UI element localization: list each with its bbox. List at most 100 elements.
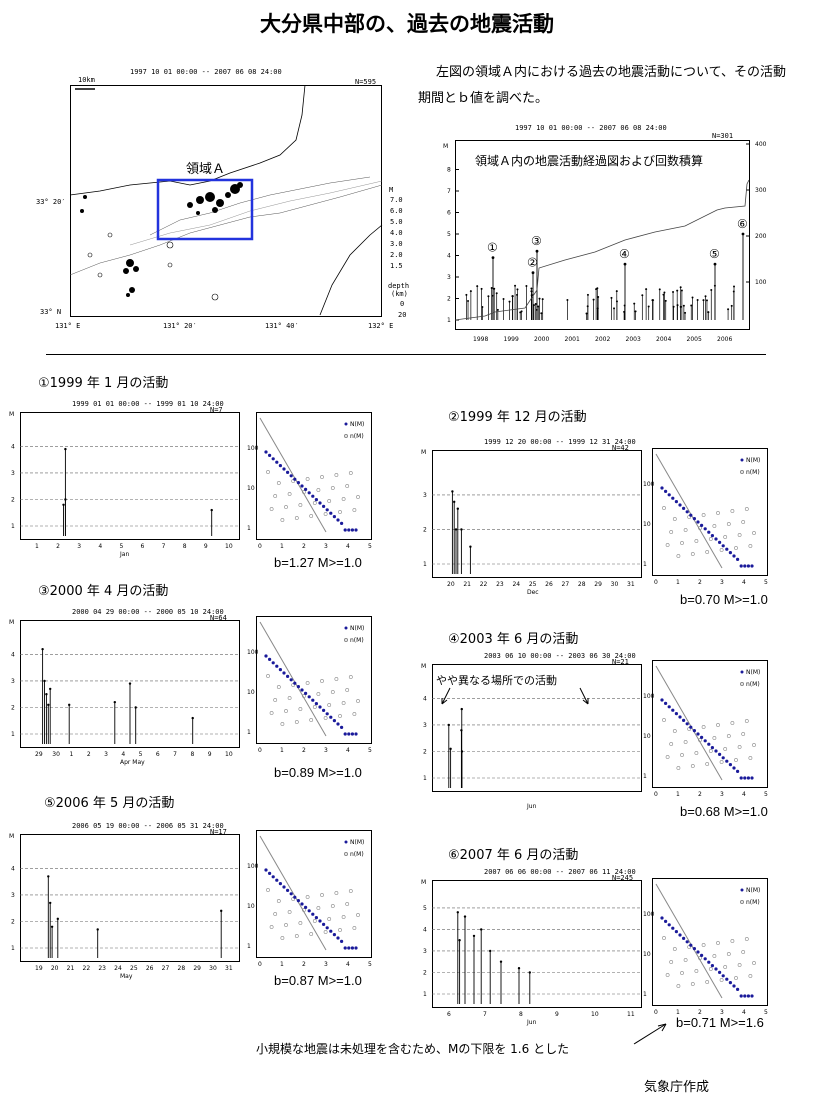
gr-count-dot — [662, 718, 666, 722]
panel-event-dot — [463, 915, 467, 918]
timeline-event-dot — [658, 288, 661, 291]
panel-xtick: 29 — [193, 965, 201, 972]
gr-cumulative-dot — [347, 528, 351, 532]
panel-ytick: 2 — [423, 969, 427, 976]
panel-xtick: 7 — [173, 751, 177, 758]
timeline-chart: 1 2 3 4 5 6 7 8 M 100 200 300 400 1998 1999 2000 2001 200… — [443, 140, 767, 343]
gr-count-dot — [284, 923, 288, 927]
gr-cumulative-dot — [332, 515, 336, 519]
gr-count-dot — [701, 513, 706, 517]
panel-ytick: 4 — [423, 695, 427, 702]
panel-ytick: 1 — [423, 561, 427, 568]
gr-ytick: 10 — [247, 485, 255, 492]
panel3-bvalue: b=0.89 M>=1.0 — [274, 765, 362, 780]
annotation-arrow-left — [441, 687, 451, 705]
timeline-major-dot — [713, 262, 717, 266]
gr-cumulative-dot — [275, 878, 279, 882]
gr-xtick: 4 — [346, 961, 350, 968]
panel2-bvalue: b=0.70 M>=1.0 — [680, 592, 768, 607]
panel-xtick: 7 — [162, 543, 166, 550]
panel-ytick: 1 — [11, 945, 15, 952]
map-lon-label-4: 132° E — [368, 322, 394, 330]
gr-cumulative-dot — [311, 494, 315, 498]
map-lon-label-3: 131° 40′ — [265, 322, 299, 330]
gr-count-dot — [690, 552, 695, 556]
timeline-count: N=301 — [712, 132, 734, 140]
panel4-annotation: やや異なる場所での活動 — [436, 674, 557, 687]
panel-xtick: 5 — [139, 751, 143, 758]
gr-xtick: 1 — [280, 961, 284, 968]
panel-xtick: 10 — [591, 1011, 599, 1018]
timeline-marker-4: ④ — [619, 247, 630, 261]
gr-count-dot — [291, 479, 296, 483]
gr-cumulative-dot — [296, 899, 300, 903]
timeline-cumulative-line — [454, 179, 750, 321]
panel-event-dot — [45, 693, 48, 696]
panel-event-dot — [220, 909, 223, 913]
gr-cumulative-dot — [275, 664, 279, 668]
gr-count-dot — [305, 477, 310, 481]
panel-xtick: 30 — [209, 965, 217, 972]
gr-cumulative-dot — [286, 674, 290, 678]
gr-count-dot — [323, 716, 328, 720]
gr-ytick: 10 — [643, 733, 651, 740]
panel-ylabel: M — [9, 411, 14, 418]
gr-cumulative-dot — [325, 926, 329, 930]
page-title: 大分県中部の、過去の地震活動 — [260, 12, 554, 36]
panel-xtick: 9 — [555, 1011, 559, 1018]
gr-legend-dot-1 — [740, 458, 744, 462]
gr-count-dot — [748, 544, 753, 548]
gr-cumulative-dot — [700, 735, 704, 739]
gr-cumulative-dot — [322, 504, 326, 508]
gr-count-dot — [266, 888, 270, 892]
panel4-time-chart: 1 2 3 4 M Jun — [421, 663, 642, 810]
panel-xtick: 9 — [208, 751, 212, 758]
panel-frame — [432, 450, 642, 578]
gr-count-dot — [345, 688, 350, 692]
gr-cumulative-dot — [264, 450, 268, 454]
gr-cumulative-dot — [322, 922, 326, 926]
gr-cumulative-dot — [354, 946, 358, 950]
timeline-left-label: 7 — [447, 188, 451, 195]
gr-count-dot — [309, 932, 314, 936]
timeline-event-dot — [493, 287, 496, 290]
panel-xunit: Apr May — [120, 759, 145, 766]
gr-xtick: 0 — [654, 579, 658, 586]
panel-event-dot — [43, 679, 46, 683]
gr-count-dot — [744, 507, 749, 511]
gr-cumulative-dot — [336, 722, 340, 726]
section-divider — [46, 354, 766, 355]
gr-cumulative-dot — [678, 503, 682, 507]
gr-xtick: 1 — [280, 543, 284, 550]
gr-count-dot — [690, 764, 695, 768]
gr-count-dot — [719, 760, 724, 764]
gr-cumulative-dot — [750, 994, 754, 998]
panel-event-dot — [499, 960, 503, 963]
gr-count-dot — [305, 895, 310, 899]
panel-event-dot — [489, 949, 492, 953]
panel-xtick: 30 — [52, 751, 60, 758]
gr-count-dot — [712, 954, 717, 958]
panel-frame — [20, 834, 240, 962]
gr-cumulative-dot — [300, 902, 304, 906]
panel-xtick: 30 — [611, 581, 619, 588]
map-legend-depth-title: depth — [388, 282, 410, 290]
gr-cumulative-dot — [746, 564, 750, 568]
gr-count-dot — [665, 755, 670, 759]
gr-cumulative-dot — [739, 994, 743, 998]
timeline-event-dot — [679, 305, 682, 308]
panel-ytick: 4 — [11, 651, 15, 658]
gr-count-dot — [298, 921, 303, 925]
timeline-left-label: 2 — [447, 296, 451, 303]
timeline-event-dot — [610, 296, 613, 299]
gr-cumulative-dot — [739, 564, 743, 568]
gr-count-dot — [687, 945, 692, 949]
gr-cumulative-dot — [325, 712, 329, 716]
gr-cumulative-dot — [343, 732, 347, 736]
gr-cumulative-dot — [264, 868, 268, 872]
gr-xtick: 2 — [698, 579, 702, 586]
gr-legend-dot-1 — [344, 626, 348, 630]
timeline-event-dot — [672, 305, 675, 308]
